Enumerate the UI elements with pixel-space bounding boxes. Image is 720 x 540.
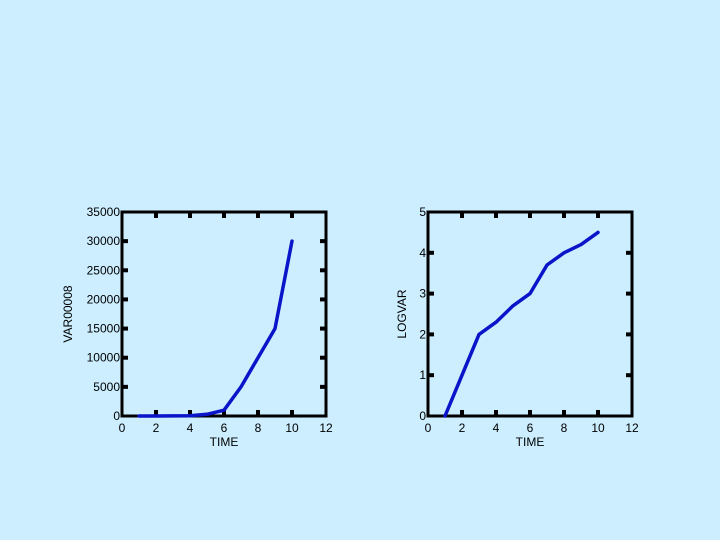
- x-tick-label: 0: [119, 421, 126, 435]
- y-tick-label: 3: [419, 287, 426, 301]
- y-tick-label: 15000: [87, 322, 121, 336]
- y-tick-label: 5000: [93, 380, 120, 394]
- x-tick-label: 6: [527, 421, 534, 435]
- x-tick-label: 2: [153, 421, 160, 435]
- y-tick-label: 4: [419, 246, 426, 260]
- x-tick-label: 12: [319, 421, 333, 435]
- y-tick-label: 5: [419, 205, 426, 219]
- x-tick-label: 4: [493, 421, 500, 435]
- series-line: [443, 230, 600, 418]
- y-tick-label: 2: [419, 327, 426, 341]
- y-axis-label: VAR00008: [61, 285, 75, 342]
- y-tick-label: 0: [113, 409, 120, 423]
- x-axis-label: TIME: [210, 435, 239, 449]
- y-tick-label: 25000: [87, 263, 121, 277]
- x-tick-label: 6: [221, 421, 228, 435]
- x-axis-label: TIME: [516, 435, 545, 449]
- x-tick-label: 12: [625, 421, 639, 435]
- x-tick-label: 8: [255, 421, 262, 435]
- y-axis-label: LOGVAR: [395, 289, 409, 338]
- x-tick-label: 8: [561, 421, 568, 435]
- y-tick-label: 30000: [87, 234, 121, 248]
- x-tick-label: 0: [425, 421, 432, 435]
- y-tick-label: 20000: [87, 292, 121, 306]
- y-tick-label: 35000: [87, 205, 121, 219]
- x-tick-label: 10: [285, 421, 299, 435]
- plot-frame: [120, 210, 328, 418]
- series-line: [137, 239, 294, 418]
- x-tick-label: 4: [187, 421, 194, 435]
- chart-var00008-vs-time: 0 2 4 6 8 10 12 0 5000 10000 15000 20000 25000 30000 3…: [61, 205, 333, 449]
- x-tick-label: 10: [591, 421, 605, 435]
- y-tick-label: 10000: [87, 351, 121, 365]
- y-tick-label: 1: [419, 368, 426, 382]
- x-tick-label: 2: [459, 421, 466, 435]
- y-tick-label: 0: [419, 409, 426, 423]
